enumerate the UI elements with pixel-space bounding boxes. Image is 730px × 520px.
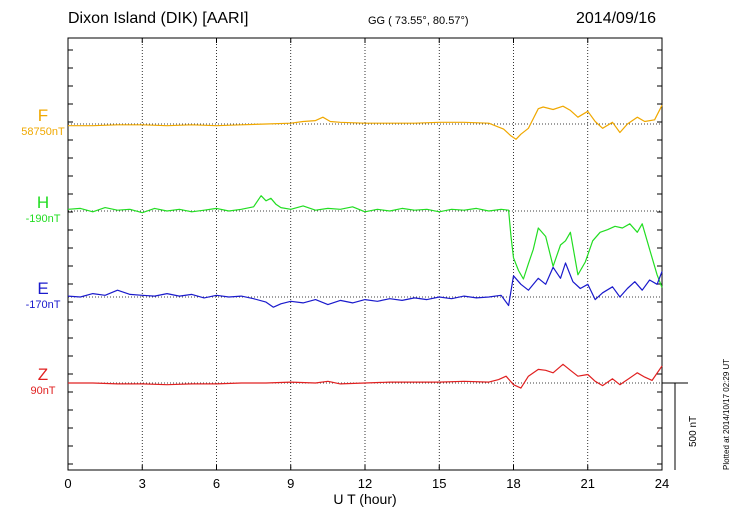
series-baseline-value: -190nT bbox=[25, 213, 61, 225]
series-name: E bbox=[37, 279, 49, 298]
series-name: F bbox=[37, 106, 49, 125]
date-label: 2014/09/16 bbox=[576, 10, 657, 27]
series-label-h: H -190nT bbox=[13, 194, 73, 226]
series-line-h bbox=[67, 195, 663, 288]
x-tick-label: 21 bbox=[581, 476, 595, 491]
plotted-timestamp: Plotted at 2014/10/17 02:29 UT bbox=[722, 358, 730, 470]
x-tick-label: 15 bbox=[432, 476, 446, 491]
series-label-f: F 58750nT bbox=[13, 107, 73, 139]
station-title: Dixon Island (DIK) [AARI] bbox=[68, 10, 249, 27]
series-name: H bbox=[36, 193, 50, 212]
series-baseline-value: 90nT bbox=[30, 385, 56, 397]
x-tick-label: 18 bbox=[506, 476, 520, 491]
series-line-z bbox=[68, 363, 663, 389]
series-label-e: E -170nT bbox=[13, 280, 73, 312]
x-tick-label: 6 bbox=[213, 476, 220, 491]
series-label-z: Z 90nT bbox=[13, 366, 73, 398]
coordinates-label: GG ( 73.55°, 80.57°) bbox=[368, 15, 469, 27]
x-tick-label: 0 bbox=[64, 476, 71, 491]
x-tick-label: 9 bbox=[287, 476, 294, 491]
series-line-f bbox=[68, 105, 663, 140]
x-tick-label: 24 bbox=[655, 476, 669, 491]
x-tick-label: 12 bbox=[358, 476, 372, 491]
series-baseline-value: -170nT bbox=[25, 299, 61, 311]
series-name: Z bbox=[37, 365, 49, 384]
x-tick-label: 3 bbox=[139, 476, 146, 491]
series-line-e bbox=[67, 262, 663, 308]
x-axis-label: U T (hour) bbox=[333, 491, 396, 507]
scale-bar-label: 500 nT bbox=[688, 415, 699, 447]
series-baseline-value: 58750nT bbox=[21, 126, 65, 138]
